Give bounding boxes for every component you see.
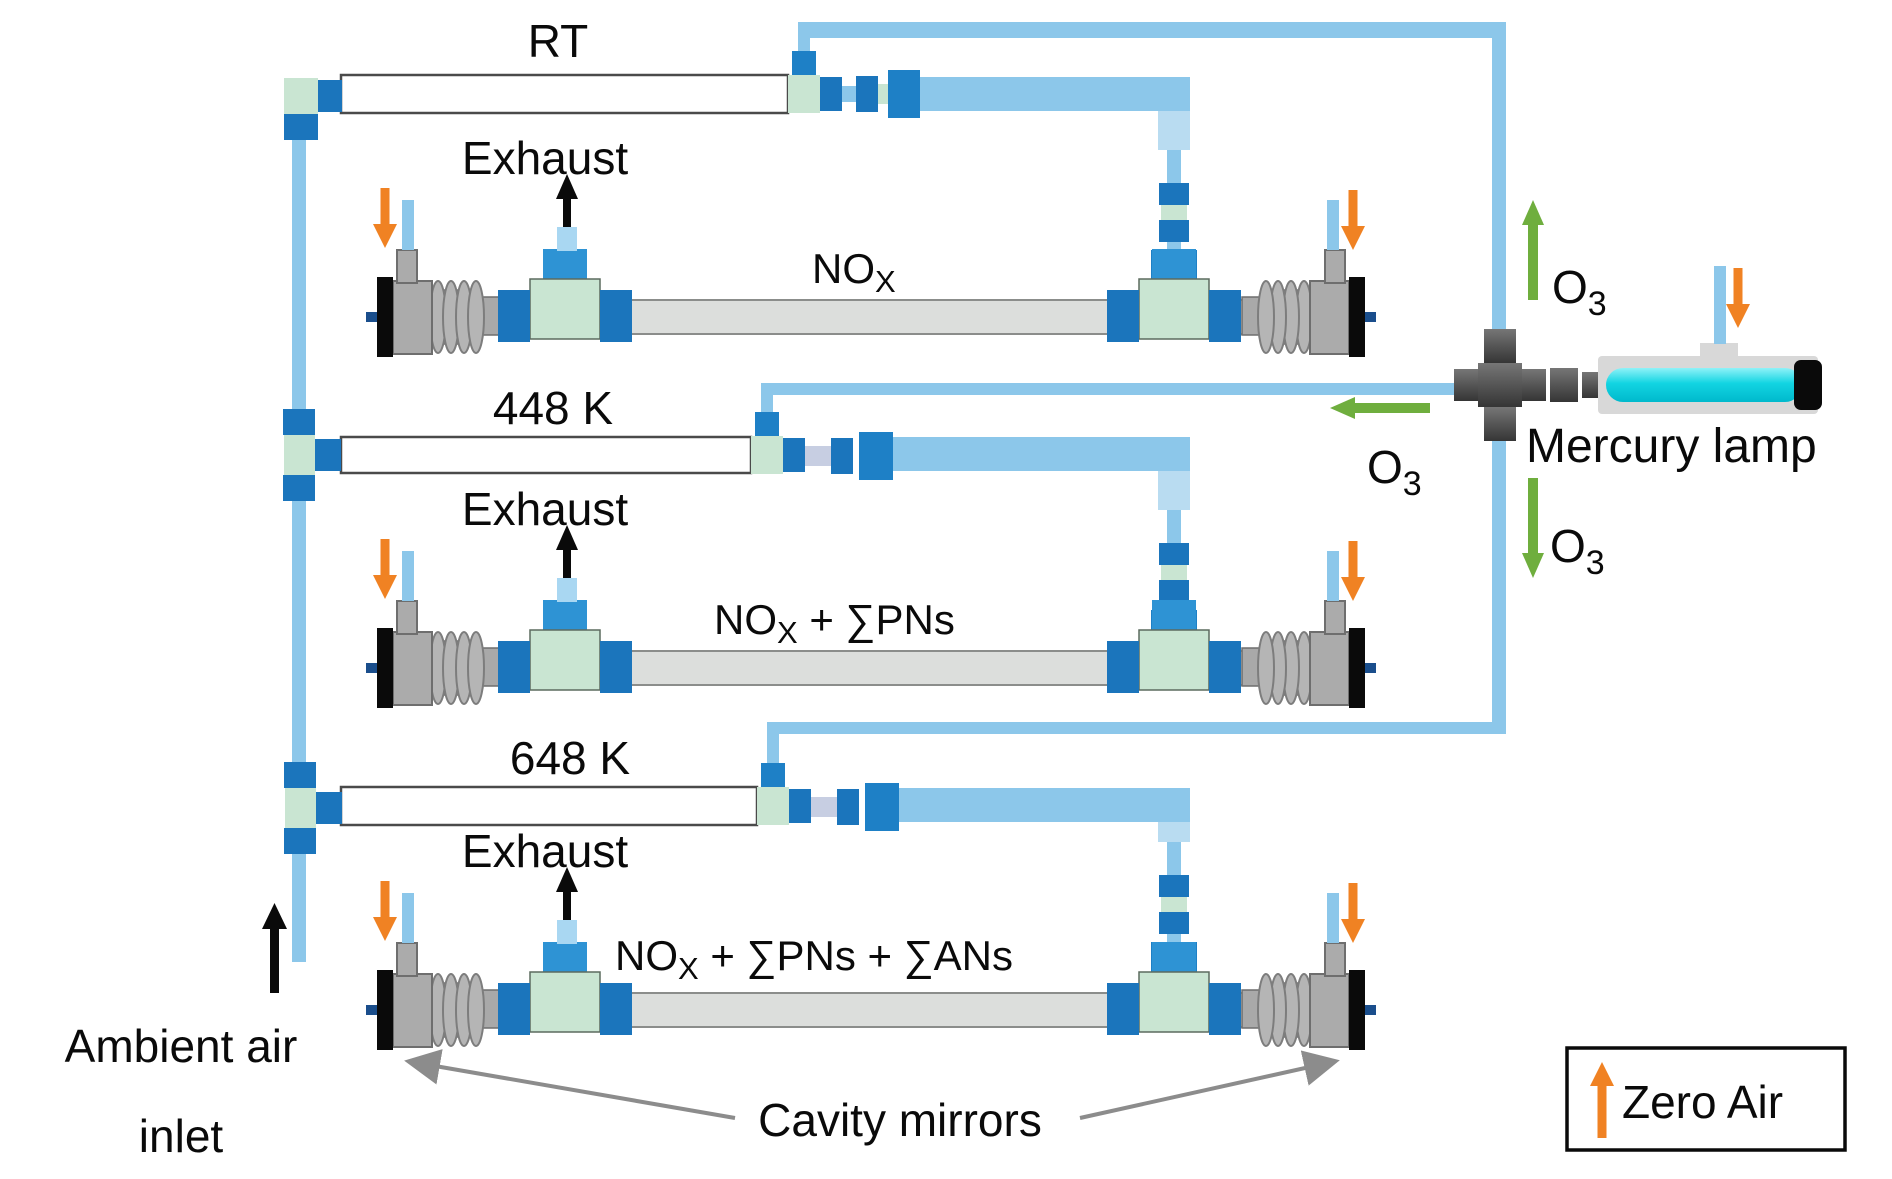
ambient-air-label-line2: inlet [139,1110,224,1162]
cross-body [1478,363,1522,407]
mercury-lamp-label: Mercury lamp [1526,420,1817,473]
channel-648k [284,762,1377,1051]
o3-stub-row2 [761,395,773,413]
o3-left-arrow [1330,397,1430,419]
oven-label-rt: RT [528,15,589,67]
transfer-pipe [920,77,1190,111]
cavity-label-nox: NOX [812,245,896,299]
union-fitting [888,70,920,118]
purge-tube [402,200,414,250]
o3-line-mid [761,383,1460,395]
lamp-bulb [1606,368,1802,402]
purge-tube [402,551,414,601]
cavity-label-nox-pns: NOX + ∑PNs [714,596,955,650]
lamp-coupler [1550,368,1578,402]
lamp-coupler [1582,372,1602,398]
union-fitting [865,783,899,831]
connector-piece [811,797,841,817]
oven-648k [339,785,759,827]
legend-zero-air-label: Zero Air [1622,1076,1783,1128]
o3-line-bottom [767,722,1506,734]
clamp [284,114,318,140]
o3-line-top-drop [1492,22,1506,348]
union-fitting [856,76,878,112]
ambient-air-label-line1: Ambient air [65,1020,298,1072]
o3-line-top [798,22,1506,38]
o3-label-left: O3 [1367,441,1422,503]
manifold-elbow [284,78,318,114]
cavity-mirrors-pointer-right [1079,1050,1340,1120]
o3-stub-row1 [798,38,810,52]
ambient-inlet-manifold [292,96,306,962]
oven-label-448k: 448 K [493,382,614,434]
cross-port-bottom [1484,407,1516,441]
clamp [318,80,342,112]
cross-port-right [1522,369,1546,401]
lamp-end-cap [1794,360,1822,410]
ozone-supply-lines [761,22,1506,763]
purge-tube [402,893,414,943]
transfer-pipe-elbow [1158,111,1190,150]
cross-port-left [1454,369,1478,401]
o3-label-down: O3 [1550,520,1605,582]
union-core [878,84,890,104]
union-fitting [837,789,859,825]
legend-box [1565,1046,1847,1152]
transfer-pipe-elbow [1158,822,1190,842]
oven-label-648k: 648 K [510,732,631,784]
exhaust-label: Exhaust [462,132,628,184]
oven-448k [339,435,753,475]
mercury-lamp [1598,343,1822,414]
channel-rt [284,51,1377,358]
transfer-pipe-elbow [1158,471,1190,510]
channel-448k [283,409,1377,709]
purge-tube [1714,266,1726,344]
zero-air-legend: Zero Air [1565,1046,1847,1152]
o3-down-arrow [1522,478,1544,578]
lamp-purge-port [1700,343,1738,357]
transfer-pipe [893,437,1190,471]
union-fitting [859,432,893,480]
ambient-air-inlet [262,903,287,993]
purge-tube [1327,893,1339,943]
cavity-mirrors-pointer-left [404,1049,736,1120]
ozone-cross-junction [1454,329,1602,441]
cavity-mirrors-label: Cavity mirrors [758,1094,1042,1146]
exhaust-label: Exhaust [462,825,628,877]
o3-label-up: O3 [1552,261,1607,323]
purge-tube [1327,200,1339,250]
connector-piece [805,446,835,466]
cross-port-top [1484,329,1516,363]
exhaust-label: Exhaust [462,483,628,535]
oven-rt [339,73,790,115]
o3-stub-row3 [767,734,779,763]
purge-tube [1327,551,1339,601]
o3-up-arrow [1522,200,1544,300]
cavity-label-nox-pns-ans: NOX + ∑PNs + ∑ANs [615,932,1013,986]
o3-line-bottom-drop [1492,439,1506,734]
transfer-pipe [899,788,1190,822]
union-fitting [831,438,853,474]
